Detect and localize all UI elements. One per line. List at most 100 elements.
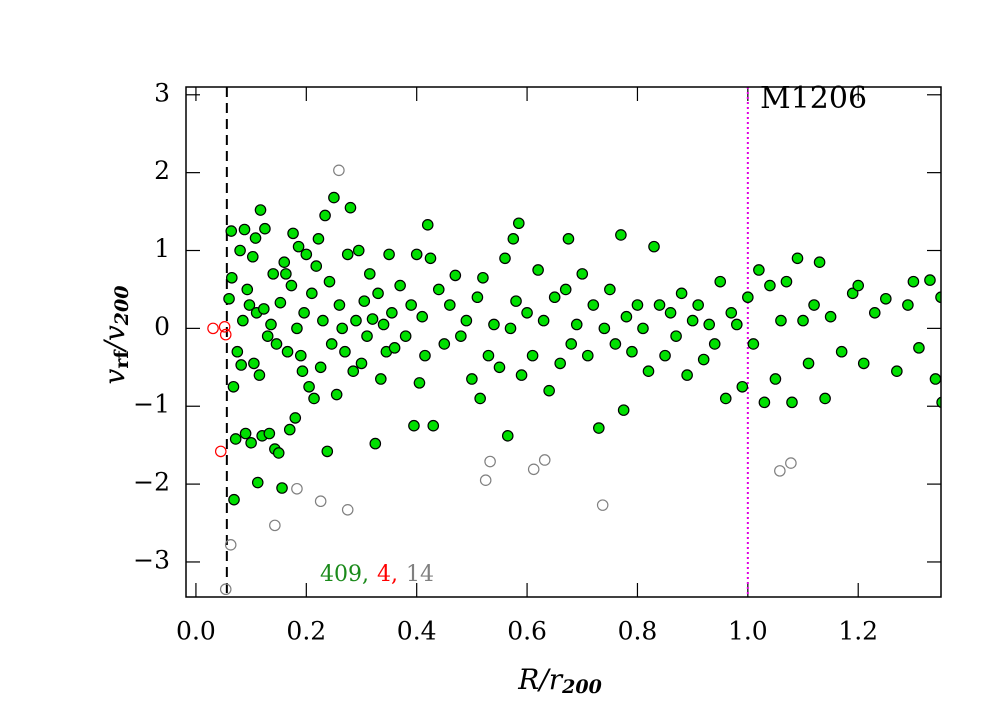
point	[235, 359, 247, 371]
x-label-part: R	[517, 663, 539, 696]
point	[270, 338, 283, 350]
x-tick-label: 1.2	[838, 617, 878, 646]
point	[604, 283, 616, 296]
point	[218, 321, 231, 333]
point	[317, 314, 329, 327]
point	[598, 322, 611, 335]
point	[341, 248, 354, 261]
point	[764, 279, 776, 292]
point	[254, 204, 267, 216]
point	[615, 229, 627, 241]
point	[312, 233, 325, 245]
point	[259, 222, 271, 235]
point	[548, 291, 561, 304]
point	[308, 392, 320, 405]
point	[352, 244, 365, 257]
point	[880, 292, 892, 305]
point	[455, 330, 467, 342]
point	[358, 295, 371, 307]
point	[697, 353, 710, 366]
point	[207, 322, 219, 335]
y-tick-label: −3	[133, 545, 170, 574]
point	[543, 384, 555, 397]
point	[846, 287, 859, 300]
point	[383, 248, 395, 261]
point	[269, 519, 281, 532]
y-label-part: v	[98, 368, 131, 384]
y-tick-label: 3	[154, 78, 170, 107]
point	[245, 437, 257, 449]
point	[261, 330, 274, 342]
point	[336, 322, 348, 335]
counts: 409, 4, 14	[320, 562, 434, 587]
point	[377, 318, 390, 331]
point	[637, 322, 649, 335]
point	[214, 445, 227, 458]
point	[363, 268, 376, 280]
point	[596, 499, 609, 511]
point	[510, 295, 522, 307]
point	[924, 274, 936, 286]
point	[521, 307, 533, 319]
point	[653, 299, 666, 311]
point	[562, 233, 575, 245]
point	[708, 338, 721, 350]
point	[291, 322, 303, 335]
point	[802, 357, 815, 370]
point	[408, 419, 420, 432]
point	[224, 539, 237, 551]
point	[857, 357, 870, 370]
point	[929, 373, 941, 385]
point	[769, 373, 782, 385]
point	[333, 164, 345, 177]
x-label-part: /r	[536, 663, 563, 696]
point	[620, 310, 633, 323]
point	[587, 299, 600, 311]
point	[325, 338, 338, 350]
point	[626, 345, 638, 358]
point	[725, 307, 738, 319]
point	[466, 373, 478, 385]
point	[388, 342, 401, 354]
point	[642, 365, 655, 377]
point	[648, 240, 660, 253]
point	[219, 583, 232, 596]
point	[419, 349, 431, 362]
point	[785, 457, 797, 469]
point	[774, 465, 786, 477]
point	[570, 318, 583, 331]
point	[341, 503, 354, 516]
point	[265, 318, 277, 331]
y-tick-label: 2	[154, 156, 170, 185]
point	[686, 314, 699, 327]
point	[488, 318, 500, 331]
y-label-part: rf	[111, 349, 133, 369]
point	[319, 209, 331, 222]
point	[747, 338, 760, 350]
point	[537, 314, 550, 327]
point	[813, 256, 826, 268]
point	[223, 292, 235, 305]
point	[246, 250, 259, 263]
x-tick-label: 0.8	[618, 617, 658, 646]
point	[670, 330, 682, 342]
point	[321, 445, 334, 458]
y-tick-label: 0	[154, 312, 170, 341]
point	[791, 252, 804, 265]
point	[231, 345, 244, 358]
count: 4,	[377, 562, 398, 587]
series-2	[219, 164, 797, 596]
point	[253, 369, 266, 381]
point	[314, 495, 327, 508]
point	[753, 264, 765, 276]
point	[527, 463, 540, 476]
point	[775, 314, 787, 327]
series-1	[207, 321, 232, 458]
point	[504, 322, 517, 335]
point	[283, 423, 296, 436]
point	[314, 361, 327, 374]
y-tick-label: 1	[154, 234, 170, 263]
point	[532, 264, 544, 276]
point	[228, 493, 240, 506]
